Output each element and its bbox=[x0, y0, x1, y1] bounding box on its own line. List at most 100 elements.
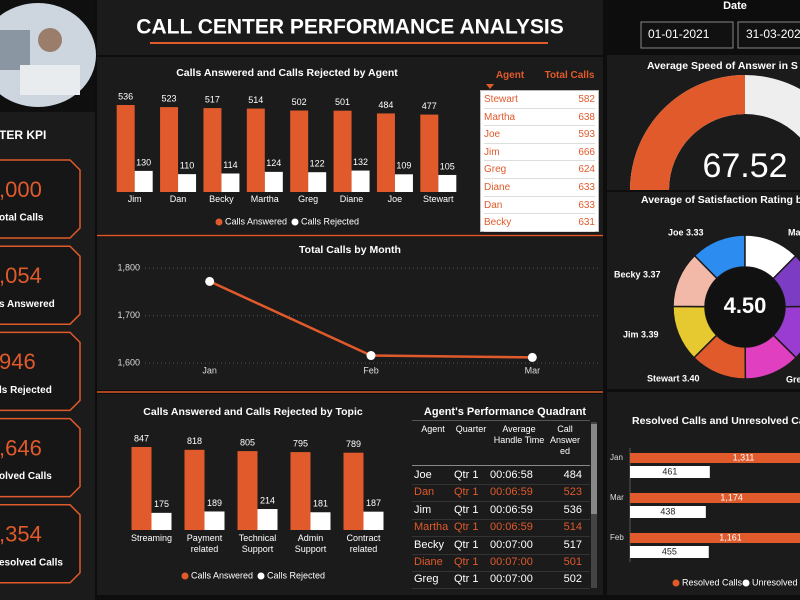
bar bbox=[246, 108, 265, 192]
table-cell: Dan bbox=[484, 197, 540, 215]
bar-value-label: 805 bbox=[240, 437, 255, 447]
table-header: Agent bbox=[421, 424, 445, 434]
x-tick-label: Diane bbox=[339, 194, 364, 204]
bar-value-label: 795 bbox=[293, 438, 308, 448]
chart-title: Average of Satisfaction Rating b bbox=[641, 194, 800, 206]
table-cell: Joe bbox=[484, 126, 540, 144]
bar bbox=[116, 105, 135, 192]
dashboard-title: CALL CENTER PERFORMANCE ANALYSIS bbox=[136, 16, 563, 39]
bar bbox=[290, 110, 309, 192]
gauge-value bbox=[630, 75, 745, 190]
scrollbar-thumb[interactable] bbox=[591, 424, 597, 514]
table-cell: 536 bbox=[563, 503, 582, 516]
bar bbox=[630, 493, 800, 503]
table-cell: Martha bbox=[414, 521, 449, 534]
donut-label: Becky 3.37 bbox=[614, 269, 661, 279]
table-cell: 00:06:59 bbox=[490, 503, 533, 516]
bar bbox=[394, 174, 413, 192]
bar-value-label: 132 bbox=[353, 157, 368, 167]
bar-value-label: 189 bbox=[207, 498, 222, 508]
table-cell: 00:07:00 bbox=[490, 556, 533, 568]
line-point bbox=[205, 276, 215, 286]
y-tick-label: 1,800 bbox=[117, 262, 140, 272]
kpi-title: TER KPI bbox=[0, 128, 46, 142]
x-tick-label: Mar bbox=[525, 365, 541, 375]
table-cell: Becky bbox=[414, 538, 444, 551]
table-cell: 477 bbox=[548, 589, 582, 590]
bar-value-label: 536 bbox=[118, 91, 133, 101]
row-rule bbox=[412, 553, 590, 555]
date-end[interactable]: 31-03-202 bbox=[746, 27, 800, 41]
x-tick-label: Jan bbox=[202, 365, 217, 375]
table-header: Call Answered bbox=[549, 424, 580, 456]
table-cell: 638 bbox=[540, 109, 595, 127]
x-tick-label: Feb bbox=[363, 365, 379, 375]
table-cell: Qtr 1 bbox=[454, 469, 479, 481]
legend-marker bbox=[742, 579, 750, 587]
bar-value-label: 181 bbox=[313, 499, 328, 509]
table-header: Quarter bbox=[455, 424, 487, 434]
sort-indicator[interactable] bbox=[486, 84, 494, 89]
bar bbox=[630, 506, 706, 518]
bar-value-label: 461 bbox=[662, 466, 677, 476]
bar bbox=[630, 466, 710, 478]
photo-detail bbox=[20, 65, 80, 95]
table-cell: 484 bbox=[563, 469, 582, 481]
table-cell: Qtr 1 bbox=[454, 486, 479, 499]
row-rule bbox=[412, 501, 590, 503]
quadrant-table: Agent Quarter Average Handle Time Call Answ… bbox=[412, 420, 590, 590]
table-cell: Dan bbox=[414, 486, 435, 499]
bar bbox=[310, 512, 331, 530]
donut-label: Jim 3.39 bbox=[623, 329, 659, 339]
month-panel bbox=[97, 237, 603, 390]
donut-center-label: 4.50 bbox=[724, 293, 767, 318]
table-cell: 624 bbox=[540, 161, 595, 179]
bar bbox=[257, 509, 278, 530]
x-tick-label: Greg bbox=[298, 194, 319, 204]
kpi-card bbox=[0, 417, 81, 498]
kpi-value: ,054 bbox=[0, 263, 42, 288]
agent-table: Agent Total Calls Stewart 582 Martha 638 Joe 59… bbox=[480, 68, 599, 233]
bar bbox=[420, 114, 439, 192]
bar-value-label: 122 bbox=[310, 159, 325, 169]
x-tick-label: Streaming bbox=[130, 533, 173, 543]
gauge-label: 67.52 bbox=[702, 147, 787, 185]
photo-detail bbox=[38, 28, 62, 52]
table-cell: Martha bbox=[484, 109, 540, 127]
bar bbox=[333, 110, 352, 192]
table-cell: Qtr 1 bbox=[454, 521, 479, 534]
table-cell: 633 bbox=[540, 197, 595, 215]
x-tick-label: Jim bbox=[127, 194, 142, 204]
table-cell: Jim bbox=[484, 144, 540, 162]
x-tick-label: Technical Support bbox=[238, 533, 277, 554]
kpi-label: esolved Calls bbox=[0, 557, 63, 568]
bar bbox=[290, 452, 311, 530]
chart-title: Calls Answered and Calls Rejected by Top… bbox=[143, 406, 363, 418]
date-input[interactable] bbox=[640, 21, 734, 49]
line-point bbox=[527, 352, 537, 362]
bar-value-label: 124 bbox=[266, 158, 281, 168]
date-input[interactable] bbox=[737, 21, 800, 49]
table-cell: 00:07:00 bbox=[490, 589, 548, 590]
table-cell: 514 bbox=[563, 521, 582, 534]
bar-value-label: 455 bbox=[662, 546, 677, 556]
bar-value-label: 514 bbox=[248, 95, 263, 105]
table-cell: 502 bbox=[563, 573, 582, 586]
legend-label: Calls Answered bbox=[225, 216, 287, 226]
x-tick-label: Admin Support bbox=[294, 533, 327, 554]
table-cell: 633 bbox=[540, 179, 595, 197]
bar-value-label: 187 bbox=[366, 498, 381, 508]
bar-value-label: 1,311 bbox=[733, 452, 755, 462]
bar bbox=[160, 107, 179, 192]
table-cell: 523 bbox=[563, 486, 582, 499]
kpi-card bbox=[0, 504, 81, 584]
photo-detail bbox=[0, 30, 30, 70]
donut-label: Gre bbox=[786, 374, 800, 384]
bar bbox=[308, 172, 327, 192]
chart-title: Total Calls by Month bbox=[299, 244, 401, 256]
date-start[interactable]: 01-01-2021 bbox=[648, 27, 710, 41]
donut-label: Ma bbox=[788, 227, 800, 237]
donut-hole bbox=[705, 267, 785, 347]
bar-value-label: 484 bbox=[378, 100, 393, 110]
